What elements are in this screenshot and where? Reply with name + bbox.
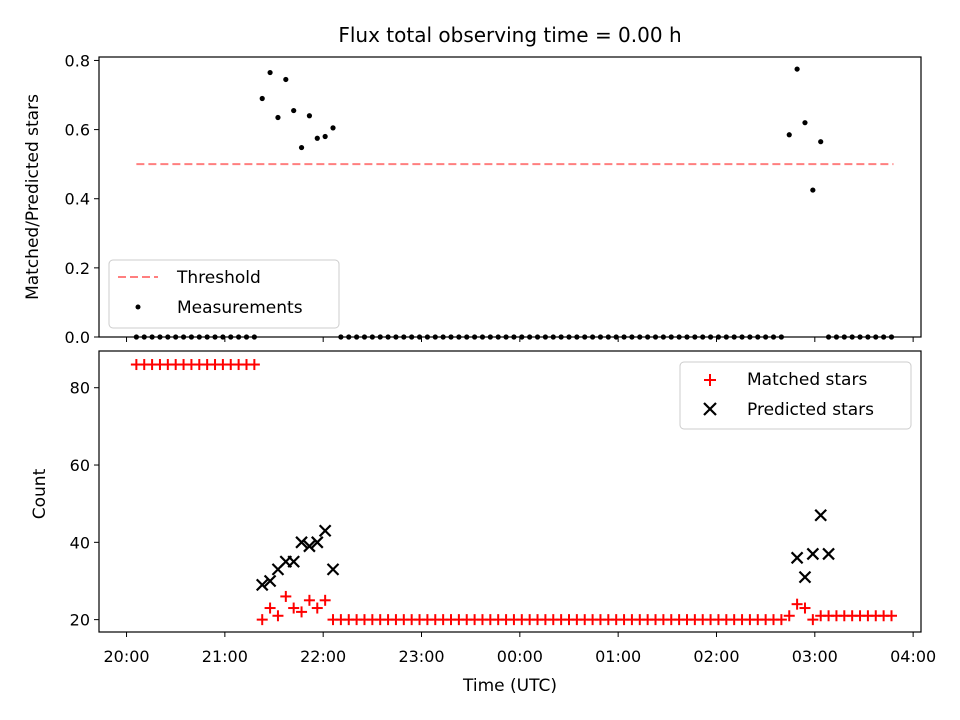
measurement-point bbox=[298, 144, 305, 151]
predicted-star-point bbox=[814, 508, 827, 522]
measurement-point bbox=[306, 113, 313, 119]
predicted-star-point bbox=[311, 536, 324, 549]
bottom-ylabel: Count bbox=[30, 468, 50, 519]
legend-matched-label: Matched stars bbox=[747, 370, 867, 390]
legend-measurements-swatch bbox=[135, 304, 141, 310]
predicted-star-point bbox=[303, 539, 316, 553]
measurement-point bbox=[794, 66, 800, 72]
bottom-legend-box bbox=[679, 361, 912, 430]
measurement-point bbox=[267, 69, 273, 76]
measurement-point bbox=[802, 120, 808, 126]
predicted-star-point bbox=[263, 574, 277, 588]
top-panel: 0.00.20.40.60.8 Matched/Predicted stars … bbox=[23, 51, 922, 347]
bottom-ytick-label: 20 bbox=[70, 611, 90, 630]
matched-star-point bbox=[311, 602, 323, 614]
chart-title: Flux total observing time = 0.00 h bbox=[338, 23, 681, 47]
predicted-star-point bbox=[822, 547, 835, 561]
top-ytick-label: 0.4 bbox=[65, 190, 90, 209]
top-yticks: 0.0 0.2 0.4 0.6 0.8 bbox=[65, 51, 99, 347]
measurement-point bbox=[259, 95, 265, 102]
top-ytick-label: 0.6 bbox=[65, 121, 90, 140]
predicted-star-point bbox=[255, 578, 269, 592]
matched-star-point bbox=[783, 610, 795, 622]
matched-star-point bbox=[264, 602, 276, 614]
predicted-star-point bbox=[326, 563, 340, 576]
matched-star-point bbox=[807, 614, 819, 626]
measurement-point bbox=[818, 139, 824, 145]
matched-star-point bbox=[319, 594, 331, 606]
bottom-xtick-label: 21:00 bbox=[202, 647, 248, 666]
matched-star-point bbox=[272, 610, 284, 622]
matched-star-point bbox=[296, 606, 308, 618]
predicted-star-point bbox=[798, 570, 812, 584]
legend-predicted-swatch bbox=[703, 402, 717, 416]
measurement-point bbox=[314, 135, 320, 141]
bottom-yticks: 20 40 60 80 bbox=[70, 379, 99, 630]
predicted-star-point bbox=[790, 551, 804, 565]
bottom-xtick-label: 20:00 bbox=[103, 647, 149, 666]
bottom-panel: 20:00 21:00 22:00 23:00 00:00 01:00 02:00 03:00… bbox=[30, 350, 936, 696]
matched-star-point bbox=[303, 594, 315, 606]
legend-matched-swatch bbox=[704, 374, 716, 386]
legend-measurements-label: Measurements bbox=[177, 298, 303, 318]
matched-star-point bbox=[288, 602, 300, 614]
bottom-ytick-label: 80 bbox=[70, 379, 90, 398]
bottom-xticks: 20:00 21:00 22:00 23:00 00:00 01:00 02:00 03:00… bbox=[103, 632, 936, 666]
bottom-ytick-label: 60 bbox=[70, 456, 90, 475]
matched-star-point bbox=[256, 614, 268, 626]
top-ytick-label: 0.2 bbox=[65, 259, 90, 278]
bottom-xtick-label: 04:00 bbox=[890, 647, 936, 666]
measurement-point bbox=[810, 187, 816, 193]
measurement-point bbox=[291, 107, 297, 114]
bottom-xtick-label: 02:00 bbox=[693, 647, 739, 666]
measurement-point bbox=[786, 132, 792, 138]
top-legend-box bbox=[108, 259, 340, 329]
top-ylabel: Matched/Predicted stars bbox=[23, 94, 43, 300]
predicted-star-point bbox=[287, 555, 300, 568]
predicted-star-point bbox=[806, 547, 820, 561]
matched-star-point bbox=[280, 590, 292, 602]
measurement-point bbox=[283, 76, 289, 83]
bottom-xtick-label: 01:00 bbox=[595, 647, 641, 666]
top-ytick-label: 0.8 bbox=[65, 51, 90, 70]
bottom-xtick-label: 22:00 bbox=[300, 647, 346, 666]
measurement-point bbox=[275, 114, 281, 121]
matched-star-point bbox=[775, 614, 787, 626]
top-xticks bbox=[126, 337, 914, 342]
top-ytick-label: 0.0 bbox=[65, 328, 90, 347]
matched-star-point bbox=[799, 602, 811, 614]
matched-star-point bbox=[248, 359, 260, 371]
matched-star-point bbox=[791, 598, 803, 610]
bottom-xlabel: Time (UTC) bbox=[462, 676, 557, 696]
bottom-axes-frame bbox=[98, 350, 922, 633]
predicted-star-point bbox=[295, 536, 308, 549]
bottom-xtick-label: 03:00 bbox=[792, 647, 838, 666]
top-axes-frame bbox=[98, 56, 922, 338]
bottom-xtick-label: 00:00 bbox=[497, 647, 543, 666]
measurement-point bbox=[322, 133, 328, 140]
bottom-marks bbox=[130, 359, 898, 626]
measurement-point bbox=[330, 125, 336, 131]
predicted-star-point bbox=[318, 524, 332, 538]
matched-star-point bbox=[886, 610, 898, 622]
legend-predicted-label: Predicted stars bbox=[747, 400, 874, 420]
top-legend: Threshold Measurements bbox=[108, 259, 340, 329]
bottom-legend: Matched stars Predicted stars bbox=[679, 361, 912, 430]
bottom-ytick-label: 40 bbox=[70, 533, 90, 552]
legend-threshold-label: Threshold bbox=[176, 268, 261, 288]
bottom-xtick-label: 23:00 bbox=[398, 647, 444, 666]
